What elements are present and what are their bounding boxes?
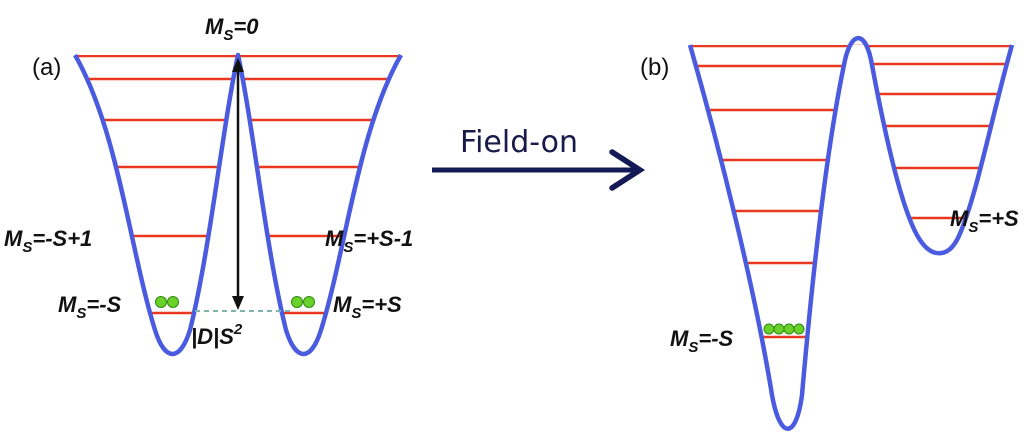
barrier-double-arrow [232,58,244,310]
panel-a-energy-levels [75,55,401,315]
panel-b-label: (b) [640,54,669,81]
panel-b-particles [763,323,805,335]
panel-a-right-particles [291,296,315,308]
label-ms-plus-s-minus-1: MS=+S-1 [325,226,413,256]
field-on-arrow: Field-on [432,125,646,191]
label-ms-plus-s: MS=+S [333,292,402,322]
panel-a: (a) [4,14,413,357]
label-barrier-d-s-squared: |D|S2 [191,321,243,349]
label-ms-zero: MS=0 [205,14,259,44]
panel-a-label: (a) [32,54,61,81]
label-b-ms-plus-s: MS=+S [950,206,1019,236]
panel-a-double-well-curve [73,52,403,357]
panel-b: (b) MS=+S MS=-S [640,35,1019,431]
label-b-ms-minus-s: MS=-S [670,326,734,356]
panel-b-asymmetric-well-curve [687,35,1015,431]
panel-a-left-particles [155,296,179,308]
label-ms-minus-s: MS=-S [58,292,122,322]
label-ms-minus-s-plus-1: MS=-S+1 [4,226,92,256]
field-on-label: Field-on [460,125,578,160]
